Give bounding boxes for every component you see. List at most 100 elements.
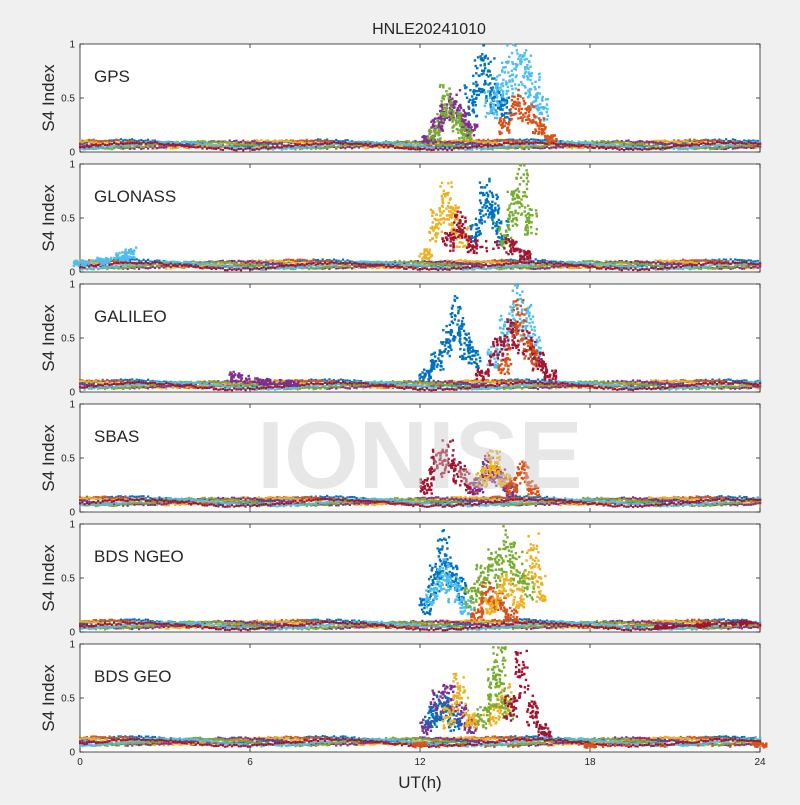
data-point: [564, 145, 566, 147]
data-point: [222, 267, 224, 269]
data-point: [310, 265, 312, 267]
data-point: [589, 142, 591, 144]
data-point: [462, 260, 464, 262]
data-point: [99, 146, 101, 148]
data-point: [680, 261, 682, 263]
data-point: [516, 140, 518, 142]
data-point: [108, 143, 110, 145]
data-point: [549, 138, 551, 140]
data-point: [215, 148, 217, 150]
data-point: [142, 265, 144, 267]
data-point: [340, 140, 342, 142]
data-point: [292, 261, 294, 263]
data-point: [495, 79, 497, 81]
data-point: [539, 92, 541, 94]
data-point: [664, 263, 666, 265]
data-point: [233, 265, 235, 267]
data-point: [498, 261, 500, 263]
data-point: [358, 146, 360, 148]
data-point: [623, 149, 625, 151]
data-point: [210, 143, 212, 145]
data-point: [748, 141, 750, 143]
data-point: [201, 144, 203, 146]
data-point: [514, 104, 516, 106]
data-point: [441, 103, 443, 105]
data-point: [265, 268, 267, 270]
data-point: [433, 136, 435, 138]
data-point: [508, 120, 510, 122]
data-point: [623, 141, 625, 143]
data-point: [478, 145, 480, 147]
data-point: [637, 143, 639, 145]
data-point: [702, 139, 704, 141]
data-point: [675, 147, 677, 149]
data-point: [618, 144, 620, 146]
data-point: [113, 142, 115, 144]
data-point: [390, 262, 392, 264]
data-point: [485, 261, 487, 263]
data-point: [224, 261, 226, 263]
data-point: [507, 265, 509, 267]
data-point: [473, 142, 475, 144]
data-point: [272, 262, 274, 264]
data-point: [281, 146, 283, 148]
data-point: [312, 259, 314, 261]
data-point: [529, 88, 531, 90]
data-point: [571, 147, 573, 149]
data-point: [204, 142, 206, 144]
data-point: [408, 148, 410, 150]
data-point: [142, 141, 144, 143]
data-point: [226, 147, 228, 149]
data-point: [566, 140, 568, 142]
data-point: [220, 267, 222, 269]
data-point: [136, 258, 138, 260]
data-point: [383, 267, 385, 269]
data-point: [505, 93, 507, 95]
data-point: [621, 265, 623, 267]
data-point: [510, 143, 512, 145]
data-point: [283, 145, 285, 147]
data-point: [718, 141, 720, 143]
data-point: [201, 147, 203, 149]
data-point: [254, 260, 256, 262]
data-point: [691, 143, 693, 145]
data-point: [433, 149, 435, 151]
data-point: [555, 147, 557, 149]
data-point: [482, 142, 484, 144]
data-point: [657, 261, 659, 263]
data-point: [333, 143, 335, 145]
data-point: [206, 262, 208, 264]
data-point: [299, 147, 301, 149]
data-point: [484, 67, 486, 69]
data-point: [552, 140, 554, 142]
data-point: [181, 265, 183, 267]
data-point: [165, 260, 167, 262]
data-point: [484, 57, 486, 59]
data-point: [435, 125, 437, 127]
data-point: [612, 148, 614, 150]
data-point: [208, 267, 210, 269]
data-point: [210, 261, 212, 263]
data-point: [244, 148, 246, 150]
data-point: [86, 268, 88, 270]
data-point: [696, 145, 698, 147]
data-point: [489, 261, 491, 263]
data-point: [448, 97, 450, 99]
data-point: [541, 133, 543, 135]
data-point: [475, 115, 477, 117]
data-point: [550, 264, 552, 266]
data-point: [646, 148, 648, 150]
data-point: [684, 267, 686, 269]
data-point: [376, 141, 378, 143]
data-point: [439, 147, 441, 149]
data-point: [566, 144, 568, 146]
data-point: [475, 97, 477, 99]
data-point: [278, 140, 280, 142]
data-point: [299, 266, 301, 268]
data-point: [513, 113, 515, 115]
data-point: [362, 144, 364, 146]
data-point: [503, 118, 505, 120]
data-point: [396, 262, 398, 264]
data-point: [226, 266, 228, 268]
data-point: [716, 141, 718, 143]
